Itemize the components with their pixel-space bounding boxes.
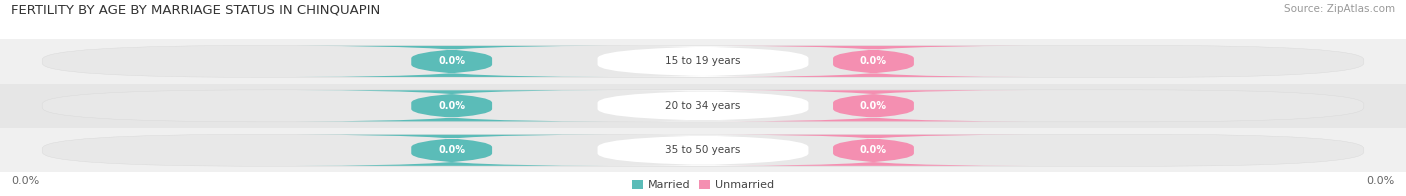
Bar [0, 39, 1406, 84]
FancyBboxPatch shape [598, 135, 808, 166]
Text: FERTILITY BY AGE BY MARRIAGE STATUS IN CHINQUAPIN: FERTILITY BY AGE BY MARRIAGE STATUS IN C… [11, 4, 381, 17]
FancyBboxPatch shape [717, 135, 1029, 166]
FancyBboxPatch shape [295, 90, 609, 121]
FancyBboxPatch shape [598, 46, 808, 77]
FancyBboxPatch shape [598, 90, 808, 121]
FancyBboxPatch shape [295, 135, 609, 166]
FancyBboxPatch shape [42, 134, 1364, 166]
Text: 35 to 50 years: 35 to 50 years [665, 145, 741, 155]
Text: 15 to 19 years: 15 to 19 years [665, 56, 741, 66]
FancyBboxPatch shape [295, 46, 609, 77]
Bar [0, 128, 1406, 172]
FancyBboxPatch shape [42, 45, 1364, 77]
Text: 0.0%: 0.0% [439, 101, 465, 111]
Text: 20 to 34 years: 20 to 34 years [665, 101, 741, 111]
Text: 0.0%: 0.0% [11, 176, 39, 186]
FancyBboxPatch shape [42, 90, 1364, 122]
Text: Source: ZipAtlas.com: Source: ZipAtlas.com [1284, 4, 1395, 14]
Text: 0.0%: 0.0% [860, 101, 887, 111]
Text: 0.0%: 0.0% [860, 145, 887, 155]
Text: 0.0%: 0.0% [1367, 176, 1395, 186]
Text: 0.0%: 0.0% [439, 145, 465, 155]
Bar [0, 84, 1406, 128]
Text: 0.0%: 0.0% [860, 56, 887, 66]
Legend: Married, Unmarried: Married, Unmarried [633, 180, 773, 191]
Text: 0.0%: 0.0% [439, 56, 465, 66]
FancyBboxPatch shape [717, 46, 1029, 77]
FancyBboxPatch shape [717, 90, 1029, 121]
